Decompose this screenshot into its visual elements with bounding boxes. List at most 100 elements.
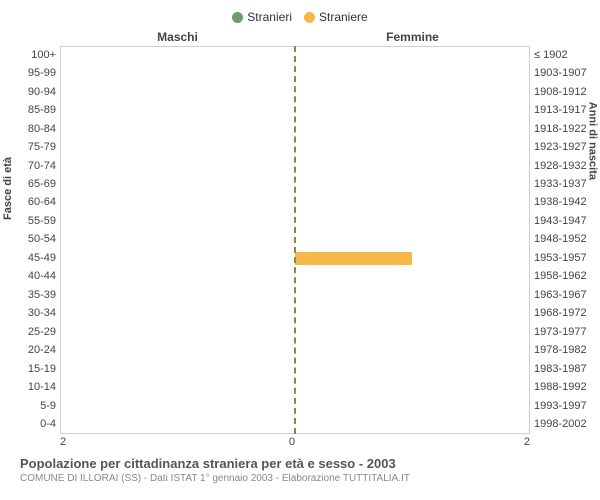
bar-row-male	[61, 268, 295, 286]
bar-row-female	[295, 268, 529, 286]
age-label: 50-54	[8, 231, 56, 249]
bar-row-male	[61, 121, 295, 139]
bar-row-female	[295, 249, 529, 267]
age-label: 85-89	[8, 101, 56, 119]
y-axis-right-title: Anni di nascita	[586, 102, 598, 180]
year-label: 1908-1912	[534, 83, 592, 101]
bar-row-male	[61, 341, 295, 359]
age-label: 45-49	[8, 249, 56, 267]
year-label: 1978-1982	[534, 342, 592, 360]
plot-area: 100+95-9990-9485-8980-8475-7970-7465-696…	[8, 46, 592, 434]
age-label: 35-39	[8, 286, 56, 304]
x-axis-right: 0 2	[295, 436, 530, 448]
female-panel-title: Femmine	[295, 30, 530, 44]
age-label: 25-29	[8, 323, 56, 341]
bar-row-male	[61, 231, 295, 249]
footer-subtitle: COMUNE DI ILLORAI (SS) - Dati ISTAT 1° g…	[20, 473, 600, 484]
legend-item-female: Straniere	[304, 10, 368, 24]
bar-female	[295, 252, 412, 265]
center-divider	[294, 46, 296, 434]
female-panel	[295, 46, 530, 434]
bar-row-male	[61, 194, 295, 212]
age-label: 100+	[8, 46, 56, 64]
x-tick: 2	[524, 436, 530, 448]
bar-row-female	[295, 65, 529, 83]
year-label: 1938-1942	[534, 194, 592, 212]
year-label: 1903-1907	[534, 64, 592, 82]
bar-row-female	[295, 47, 529, 65]
year-label: 1973-1977	[534, 323, 592, 341]
bar-row-male	[61, 286, 295, 304]
bar-row-female	[295, 341, 529, 359]
year-label: 1933-1937	[534, 175, 592, 193]
year-label: 1923-1927	[534, 138, 592, 156]
bar-row-female	[295, 231, 529, 249]
bar-row-female	[295, 121, 529, 139]
bar-row-male	[61, 212, 295, 230]
bar-row-male	[61, 323, 295, 341]
age-label: 30-34	[8, 305, 56, 323]
x-axis-left: 2 0	[60, 436, 295, 448]
year-label: 1928-1932	[534, 157, 592, 175]
year-label: 1968-1972	[534, 305, 592, 323]
year-label: 1963-1967	[534, 286, 592, 304]
bar-row-male	[61, 65, 295, 83]
bar-row-male	[61, 84, 295, 102]
year-label: 1988-1992	[534, 378, 592, 396]
legend: Stranieri Straniere	[0, 10, 600, 24]
legend-label-male: Stranieri	[247, 10, 292, 24]
bar-row-female	[295, 139, 529, 157]
age-label: 15-19	[8, 360, 56, 378]
age-label: 5-9	[8, 397, 56, 415]
age-label: 20-24	[8, 342, 56, 360]
y-labels-age: 100+95-9990-9485-8980-8475-7970-7465-696…	[8, 46, 60, 434]
year-label: 1953-1957	[534, 249, 592, 267]
bar-row-male	[61, 102, 295, 120]
bar-row-male	[61, 157, 295, 175]
legend-item-male: Stranieri	[232, 10, 292, 24]
age-label: 90-94	[8, 83, 56, 101]
bar-row-female	[295, 286, 529, 304]
year-label: ≤ 1902	[534, 46, 592, 64]
bar-row-female	[295, 102, 529, 120]
age-label: 70-74	[8, 157, 56, 175]
legend-label-female: Straniere	[319, 10, 368, 24]
year-label: 1943-1947	[534, 212, 592, 230]
year-label: 1993-1997	[534, 397, 592, 415]
legend-dot-female	[304, 12, 315, 23]
bar-row-male	[61, 359, 295, 377]
bar-row-female	[295, 359, 529, 377]
year-label: 1983-1987	[534, 360, 592, 378]
bar-row-female	[295, 396, 529, 414]
age-label: 65-69	[8, 175, 56, 193]
bar-row-male	[61, 249, 295, 267]
bar-row-male	[61, 139, 295, 157]
plot	[60, 46, 530, 434]
bar-row-female	[295, 304, 529, 322]
age-label: 40-44	[8, 268, 56, 286]
age-label: 55-59	[8, 212, 56, 230]
y-labels-years: ≤ 19021903-19071908-19121913-19171918-19…	[530, 46, 592, 434]
bar-row-male	[61, 415, 295, 433]
footer-title: Popolazione per cittadinanza straniera p…	[20, 456, 600, 471]
bar-row-female	[295, 84, 529, 102]
population-pyramid-chart: Stranieri Straniere Maschi Femmine Fasce…	[0, 0, 600, 500]
bar-row-male	[61, 378, 295, 396]
age-label: 75-79	[8, 138, 56, 156]
bar-row-female	[295, 212, 529, 230]
y-axis-left-title: Fasce di età	[2, 157, 14, 220]
year-label: 1913-1917	[534, 101, 592, 119]
year-label: 1948-1952	[534, 231, 592, 249]
bar-row-male	[61, 176, 295, 194]
age-label: 0-4	[8, 415, 56, 433]
year-label: 1998-2002	[534, 415, 592, 433]
x-axis: 2 0 0 2	[60, 436, 530, 448]
bar-row-female	[295, 378, 529, 396]
x-tick: 2	[60, 436, 66, 448]
bar-row-female	[295, 415, 529, 433]
bar-row-female	[295, 194, 529, 212]
bar-row-male	[61, 304, 295, 322]
panel-titles: Maschi Femmine	[60, 30, 530, 44]
bar-row-male	[61, 396, 295, 414]
bar-row-female	[295, 323, 529, 341]
